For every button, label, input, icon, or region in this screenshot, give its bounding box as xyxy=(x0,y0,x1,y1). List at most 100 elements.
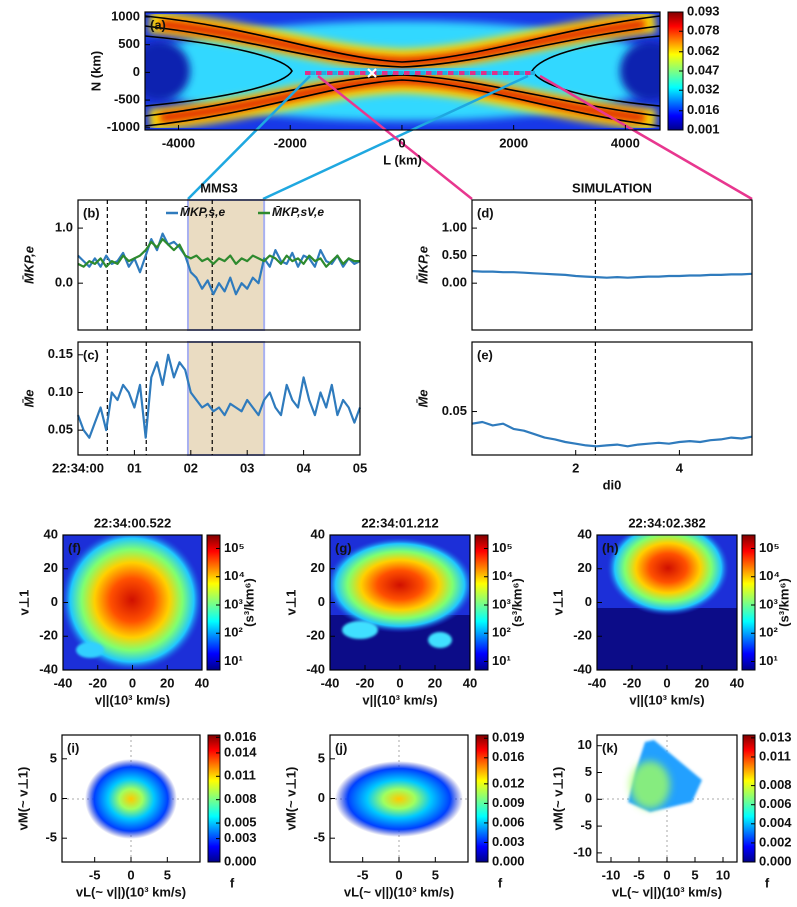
colorbar-tick-label: 10² xyxy=(492,625,511,640)
x-tick-label: -5 xyxy=(633,867,645,882)
panel-letter: (g) xyxy=(335,540,352,555)
field-line xyxy=(145,35,293,107)
colorbar xyxy=(207,734,221,863)
vdf-patch xyxy=(76,642,104,658)
x-tick-label: 0 xyxy=(395,867,402,882)
plot-frame xyxy=(77,341,361,456)
y-tick-label: -40 xyxy=(573,661,592,676)
x-tick-label: 0 xyxy=(127,867,134,882)
y-tick-label: -20 xyxy=(39,628,58,643)
colorbar-tick-label: 10⁴ xyxy=(759,568,780,583)
colorbar-tick-label: 0.008 xyxy=(759,777,792,792)
colorbar-label: (s³/km⁶) xyxy=(509,578,524,627)
panel-title: 22:34:00.522 xyxy=(94,515,171,530)
panel-title: 22:34:02.382 xyxy=(628,515,705,530)
y-tick-label: 0.50 xyxy=(442,247,467,262)
field-line xyxy=(145,15,660,63)
x-tick-label: 03 xyxy=(240,460,254,475)
scatter-image xyxy=(62,735,200,862)
x-tick-label: -20 xyxy=(356,675,375,690)
connector xyxy=(539,74,753,201)
legend-label: M̄KP,sV,e xyxy=(272,205,324,219)
panel-letter: (c) xyxy=(83,347,99,362)
colorbar-tick-label: 0.016 xyxy=(224,729,257,744)
colorbar xyxy=(742,734,756,863)
vdf-image xyxy=(330,535,470,670)
y-axis-label: M̄e xyxy=(415,389,430,407)
x-tick-label: 0 xyxy=(663,867,670,882)
series-line xyxy=(471,420,753,448)
y-tick-label: 20 xyxy=(44,560,58,575)
colorbar-tick-label: 10³ xyxy=(224,596,243,611)
x-tick-label: 0 xyxy=(663,675,670,690)
plot-frame xyxy=(144,11,661,131)
series-line xyxy=(77,238,360,268)
scatter-cloud xyxy=(85,759,177,839)
x-tick-label: -40 xyxy=(321,675,340,690)
colorbar-tick-label: 0.019 xyxy=(492,730,525,745)
vdf-image xyxy=(597,535,737,670)
y-tick-label: 0 xyxy=(51,594,58,609)
y-tick-label: -5 xyxy=(580,818,592,833)
colorbar-tick-label: 0.008 xyxy=(224,791,257,806)
x-tick-label: 4 xyxy=(676,460,684,475)
x-tick-label: 0 xyxy=(396,675,403,690)
x-axis-label: vL(~ v||)(10³ km/s) xyxy=(612,884,722,899)
y-tick-label: -20 xyxy=(306,628,325,643)
y-axis-label: v⊥1 xyxy=(283,590,298,616)
x-tick-label: -40 xyxy=(54,675,73,690)
colorbar xyxy=(206,534,221,671)
y-axis-label: vM(~ v⊥1) xyxy=(283,767,298,831)
plot-frame xyxy=(77,199,361,331)
panel-letter: (f) xyxy=(68,540,81,555)
vdf-patch xyxy=(428,632,452,648)
colorbar-tick-label: 10⁵ xyxy=(224,540,245,555)
vdf-core xyxy=(330,537,470,633)
connectors xyxy=(187,74,753,201)
y-axis-label: N (km) xyxy=(88,51,103,91)
x-tick-label: 4000 xyxy=(611,135,640,150)
x-tick-label: 40 xyxy=(730,675,744,690)
y-tick-label: -40 xyxy=(39,661,58,676)
y-tick-label: 0.15 xyxy=(48,346,73,361)
y-tick-label: 0 xyxy=(585,594,592,609)
x-tick-label: 20 xyxy=(428,675,442,690)
x-tick-label: 01 xyxy=(127,460,141,475)
colorbar-tick-label: 10² xyxy=(224,625,243,640)
plot-frame xyxy=(471,341,753,456)
y-tick-label: -1000 xyxy=(107,119,140,134)
colorbar-tick-label: 10³ xyxy=(492,596,511,611)
connector xyxy=(317,75,473,200)
x-tick-label: 40 xyxy=(195,675,209,690)
y-axis-label: v⊥1 xyxy=(16,590,31,616)
colorbar-tick-label: 0.006 xyxy=(759,796,792,811)
x-tick-label: -20 xyxy=(88,675,107,690)
connector xyxy=(187,75,311,200)
y-tick-label: 10 xyxy=(578,737,592,752)
colorbar-tick-label: 0.000 xyxy=(759,853,792,868)
y-axis-label: v⊥1 xyxy=(550,590,565,616)
x-tick-label: -5 xyxy=(357,867,369,882)
scatter-core xyxy=(630,761,670,809)
y-tick-label: 500 xyxy=(118,36,140,51)
colorbar-tick-label: 10⁵ xyxy=(492,540,513,555)
colorbar-tick-label: 0.003 xyxy=(492,834,525,849)
series-line xyxy=(471,270,753,279)
map-dark xyxy=(145,41,190,101)
y-tick-label: 0.00 xyxy=(442,275,467,290)
legend-label: M̄KP,s,e xyxy=(180,205,225,219)
colorbar-tick-label: 0.013 xyxy=(759,729,792,744)
vdf-core xyxy=(606,535,730,616)
x-tick-label: -40 xyxy=(588,675,607,690)
y-tick-label: 0 xyxy=(585,791,592,806)
colorbar-tick-label: 0.003 xyxy=(224,830,257,845)
x-tick-label: 05 xyxy=(353,460,367,475)
y-tick-label: 0.10 xyxy=(48,384,73,399)
y-tick-label: 20 xyxy=(578,560,592,575)
field-line xyxy=(145,25,660,68)
colorbar-tick-label: 10¹ xyxy=(224,653,243,668)
y-tick-label: -20 xyxy=(573,628,592,643)
colorbar-tick-label: 10³ xyxy=(759,596,778,611)
x-point-marker xyxy=(367,68,377,78)
